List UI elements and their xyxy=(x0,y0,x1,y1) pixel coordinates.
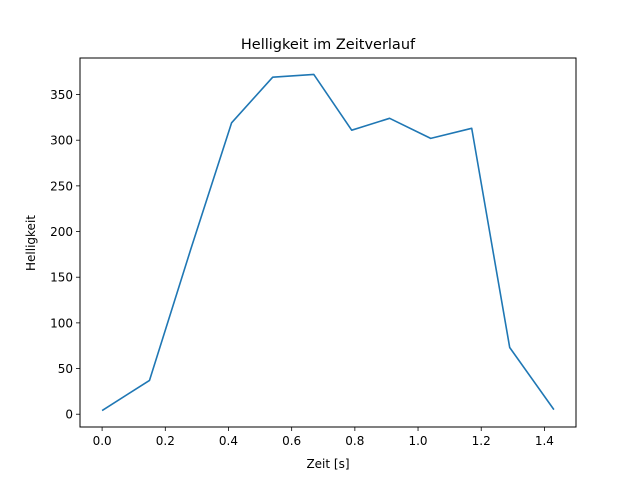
x-tick-label: 0.8 xyxy=(345,434,364,448)
x-tick-label: 0.2 xyxy=(156,434,175,448)
x-tick-label: 1.2 xyxy=(472,434,491,448)
x-axis-label: Zeit [s] xyxy=(306,457,349,471)
y-tick-label: 200 xyxy=(50,225,73,239)
y-axis-label: Helligkeit xyxy=(24,215,38,271)
y-tick-label: 350 xyxy=(50,88,73,102)
x-tick-label: 0.6 xyxy=(282,434,301,448)
x-tick-label: 1.4 xyxy=(535,434,554,448)
y-tick-label: 100 xyxy=(50,316,73,330)
y-tick-label: 250 xyxy=(50,179,73,193)
y-tick-label: 50 xyxy=(58,362,73,376)
y-tick-label: 300 xyxy=(50,134,73,148)
y-tick-label: 150 xyxy=(50,271,73,285)
x-tick-label: 1.0 xyxy=(408,434,427,448)
x-tick-label: 0.0 xyxy=(93,434,112,448)
y-tick-label: 0 xyxy=(65,408,73,422)
x-tick-label: 0.4 xyxy=(219,434,238,448)
chart-title: Helligkeit im Zeitverlauf xyxy=(241,37,416,53)
